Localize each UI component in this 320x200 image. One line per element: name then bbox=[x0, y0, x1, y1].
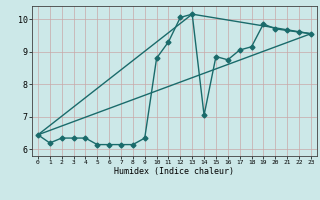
X-axis label: Humidex (Indice chaleur): Humidex (Indice chaleur) bbox=[115, 167, 234, 176]
